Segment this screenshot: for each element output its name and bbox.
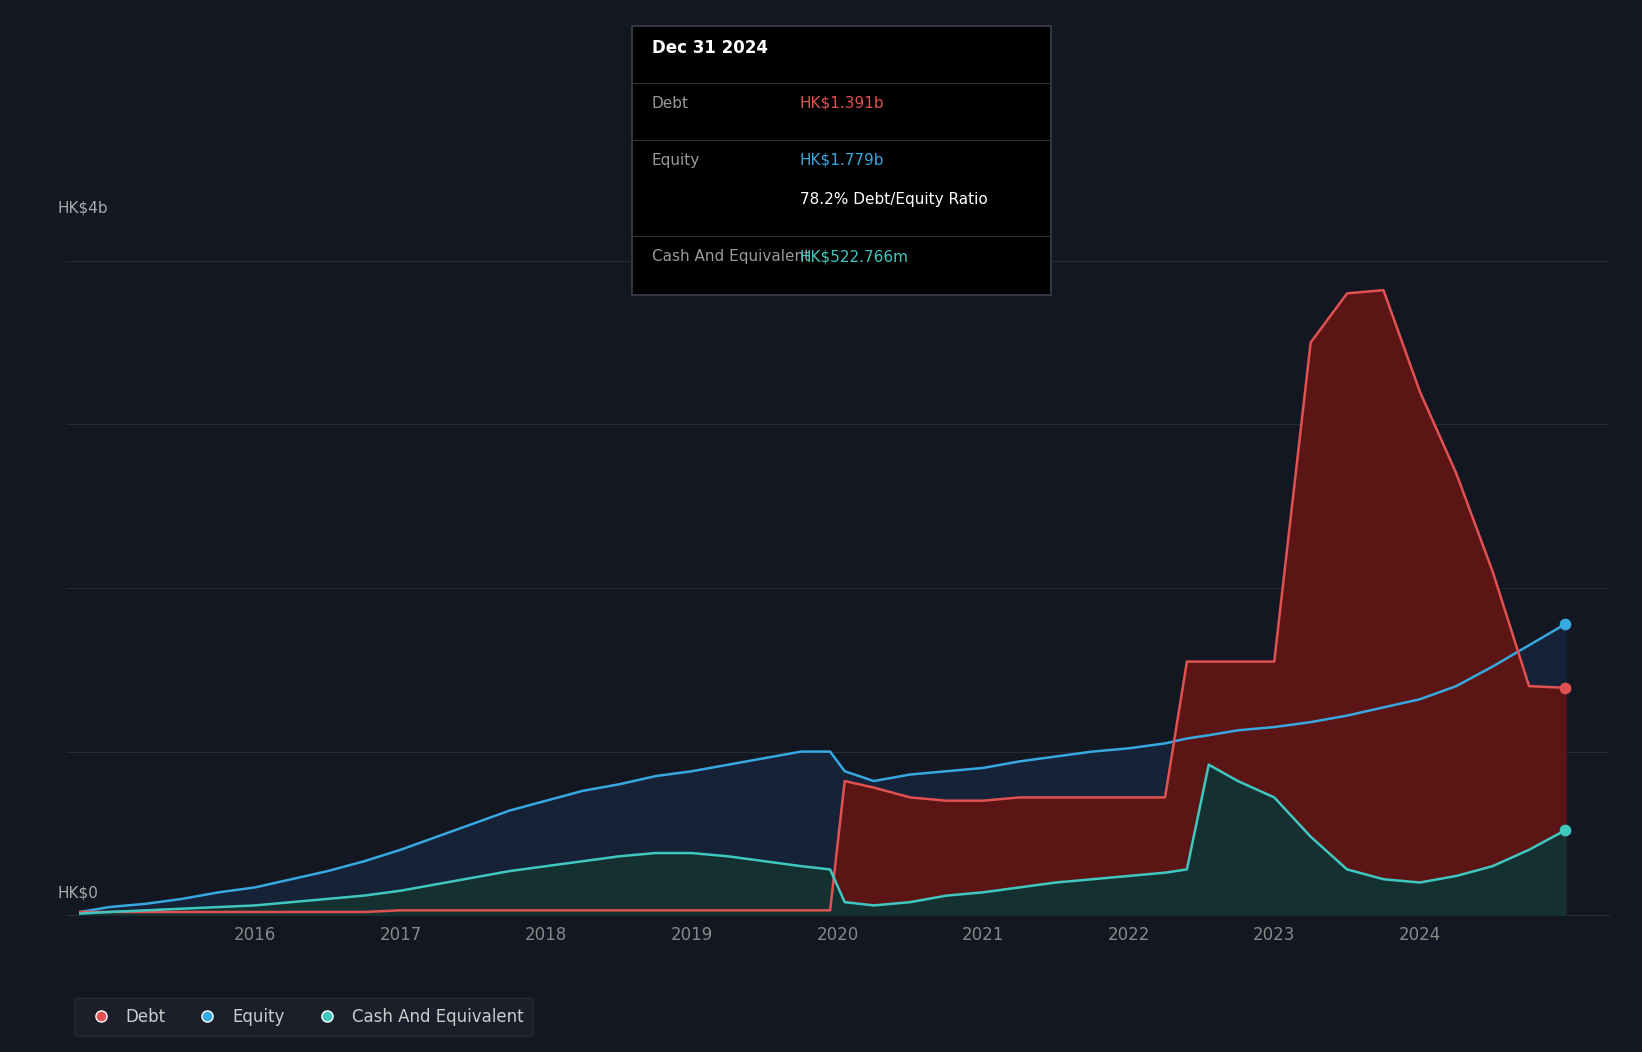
- Text: Dec 31 2024: Dec 31 2024: [652, 39, 768, 57]
- Text: Cash And Equivalent: Cash And Equivalent: [652, 249, 810, 264]
- Text: HK$1.391b: HK$1.391b: [800, 96, 885, 110]
- Point: [1552, 680, 1578, 696]
- Point: [1552, 822, 1578, 838]
- Legend: Debt, Equity, Cash And Equivalent: Debt, Equity, Cash And Equivalent: [74, 997, 534, 1036]
- Text: Debt: Debt: [652, 96, 690, 110]
- Point: [1552, 615, 1578, 632]
- Text: HK$522.766m: HK$522.766m: [800, 249, 908, 264]
- Text: Equity: Equity: [652, 153, 699, 167]
- Text: HK$0: HK$0: [57, 886, 99, 901]
- Text: HK$1.779b: HK$1.779b: [800, 153, 883, 167]
- Text: HK$4b: HK$4b: [57, 201, 108, 216]
- Text: 78.2% Debt/Equity Ratio: 78.2% Debt/Equity Ratio: [800, 193, 987, 207]
